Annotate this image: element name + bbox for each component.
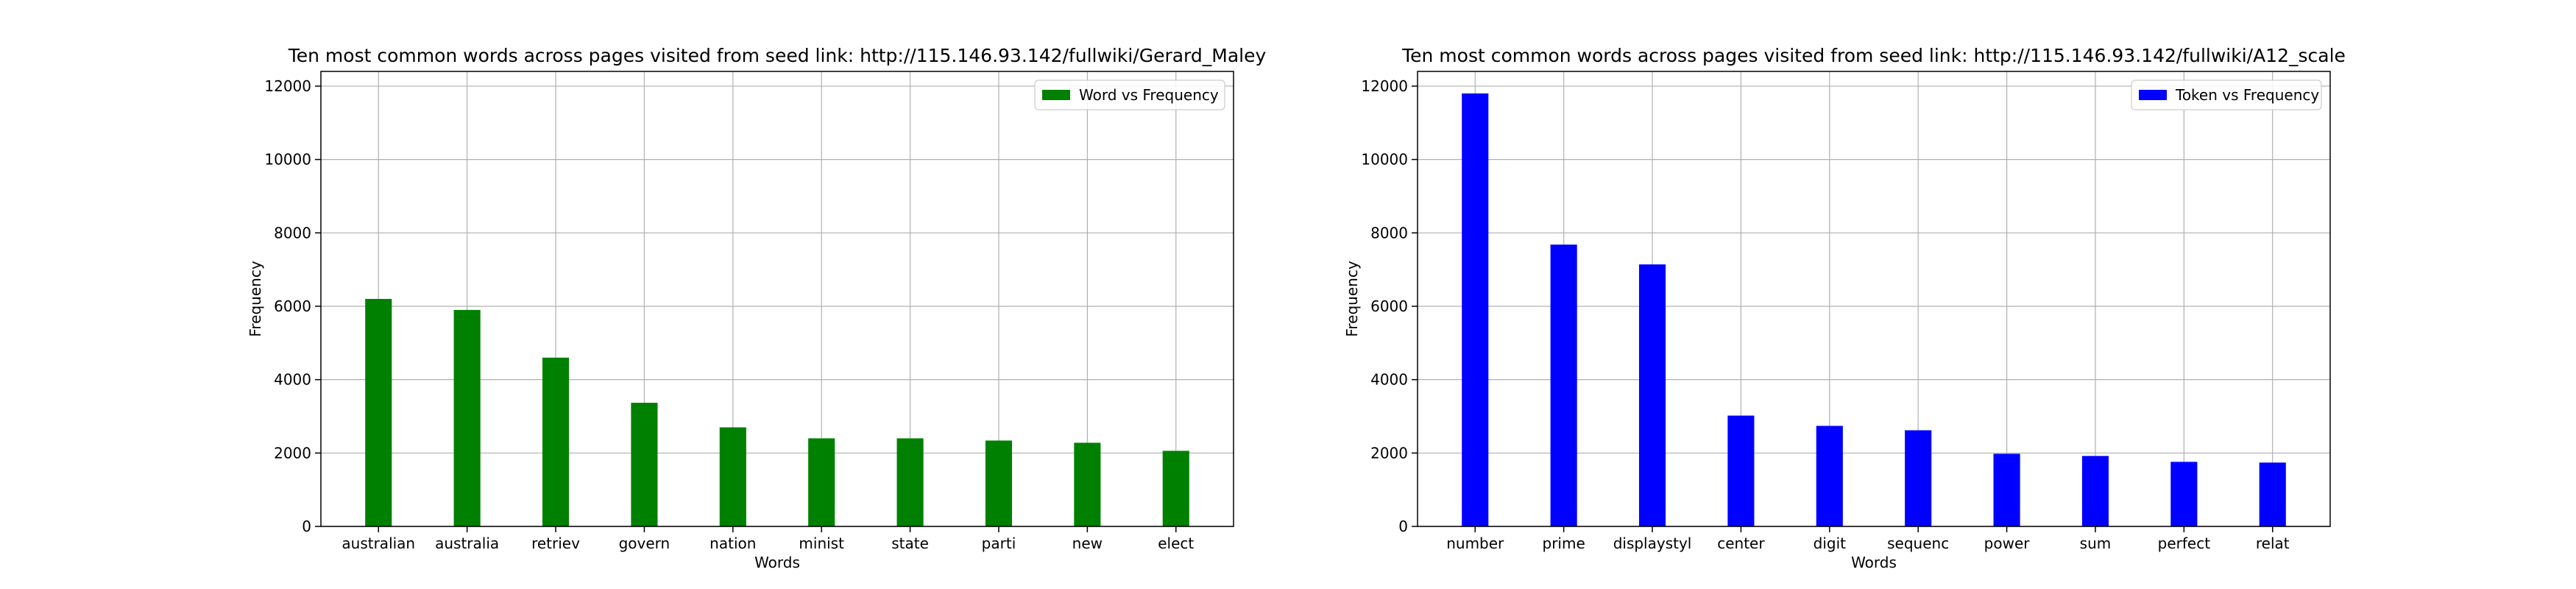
y-tick-label: 4000 [274, 371, 311, 389]
legend-box [2131, 80, 2322, 110]
x-tick-label: nation [710, 535, 756, 552]
x-tick-label: prime [1543, 535, 1585, 552]
y-tick-label: 6000 [1370, 297, 1408, 315]
bar-australia [453, 309, 481, 526]
bar-center [1727, 415, 1755, 526]
bar-digit [1816, 426, 1843, 526]
x-tick-label: sum [2080, 535, 2112, 552]
x-tick-label: perfect [2158, 535, 2211, 552]
bar-perfect [2170, 462, 2198, 526]
x-axis-label: Words [1851, 554, 1897, 571]
chart-a12-scale: 0 2000 4000 6000 8000 10000 12000 number prime di… [1343, 45, 2346, 571]
bar-state [896, 438, 924, 526]
x-tick-label: australian [342, 535, 415, 552]
x-tick-label: retriev [531, 535, 580, 552]
bar-sequenc [1905, 430, 1932, 526]
x-tick-label: govern [619, 535, 670, 552]
x-tick-label: state [891, 535, 929, 552]
y-tick-label: 12000 [264, 77, 311, 95]
legend-label: Word vs Frequency [1079, 86, 1219, 104]
y-tick-label: 4000 [1370, 371, 1408, 389]
bar-retriev [542, 357, 570, 526]
bar-relat [2259, 462, 2286, 526]
chart-title: Ten most common words across pages visit… [1401, 45, 2346, 66]
x-tick-label: minist [799, 535, 844, 552]
bar-nation [719, 427, 746, 526]
chart-gerard-maley: 0 2000 4000 6000 8000 10000 12000 australian aus… [247, 45, 1266, 571]
bar-parti [985, 440, 1013, 526]
x-tick-label: center [1717, 535, 1765, 552]
y-tick-label: 0 [302, 518, 311, 535]
x-tick-label: sequenc [1887, 535, 1949, 552]
y-tick-label: 2000 [1370, 444, 1408, 462]
y-tick-label: 10000 [1361, 151, 1408, 169]
legend: Word vs Frequency [1034, 80, 1225, 110]
y-tick-label: 6000 [274, 297, 311, 315]
legend-swatch [1042, 90, 1070, 100]
x-tick-label: new [1072, 535, 1103, 552]
y-axis-label: Frequency [247, 261, 264, 336]
bar-sum [2081, 456, 2109, 526]
x-tick-label: elect [1158, 535, 1194, 552]
bar-number [1462, 93, 1489, 527]
chart-title: Ten most common words across pages visit… [288, 45, 1267, 66]
x-tick-label: australia [435, 535, 499, 552]
x-tick-label: parti [982, 535, 1016, 552]
x-tick-label: number [1446, 535, 1504, 552]
x-tick-label: displaystyl [1613, 535, 1692, 552]
legend: Token vs Frequency [2131, 80, 2322, 110]
y-tick-label: 12000 [1361, 77, 1408, 95]
legend-label: Token vs Frequency [2175, 86, 2319, 104]
x-tick-label: relat [2256, 535, 2290, 552]
x-tick-label: power [1984, 535, 2031, 552]
bar-prime [1550, 244, 1577, 526]
legend-swatch [2139, 90, 2167, 100]
bar-australian [365, 299, 392, 526]
bar-new [1074, 442, 1101, 526]
legend-box [1034, 80, 1225, 110]
bar-elect [1162, 451, 1189, 526]
y-tick-label: 8000 [274, 224, 311, 241]
plot-frame [1417, 71, 2331, 527]
y-tick-label: 0 [1398, 518, 1408, 535]
y-tick-label: 8000 [1370, 224, 1408, 241]
bar-displaystyl [1638, 264, 1666, 526]
x-tick-label: digit [1814, 535, 1847, 552]
plot-frame [320, 71, 1234, 527]
bar-power [1993, 454, 2020, 526]
y-axis-label: Frequency [1343, 261, 1361, 336]
y-tick-label: 10000 [264, 151, 311, 169]
y-tick-label: 2000 [274, 444, 311, 462]
bar-govern [631, 403, 658, 526]
x-axis-label: Words [754, 554, 800, 571]
bar-minist [808, 438, 835, 526]
